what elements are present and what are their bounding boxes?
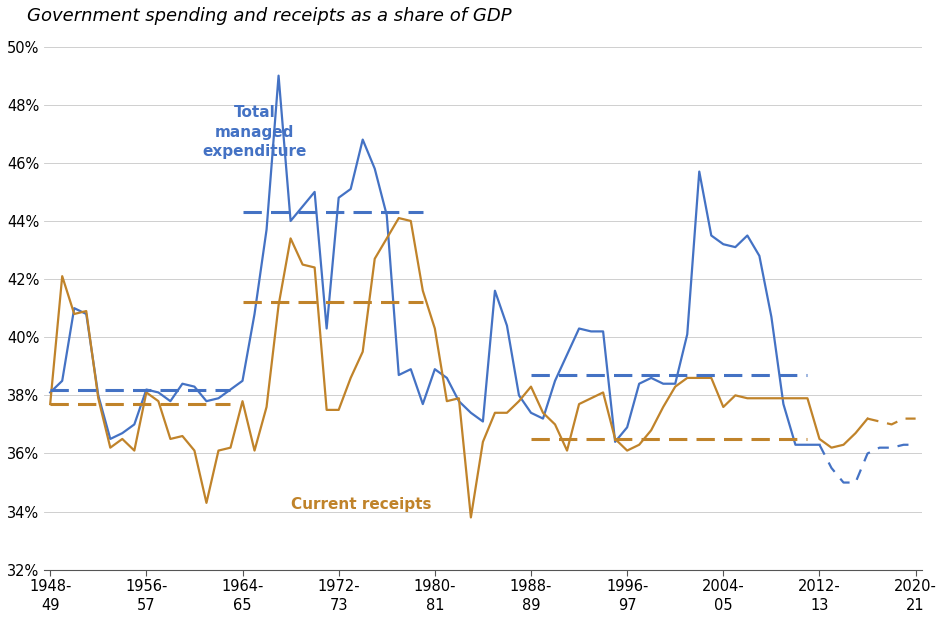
Text: Current receipts: Current receipts bbox=[291, 497, 430, 512]
Text: Government spending and receipts as a share of GDP: Government spending and receipts as a sh… bbox=[26, 7, 511, 25]
Text: Total
managed
expenditure: Total managed expenditure bbox=[202, 105, 307, 159]
